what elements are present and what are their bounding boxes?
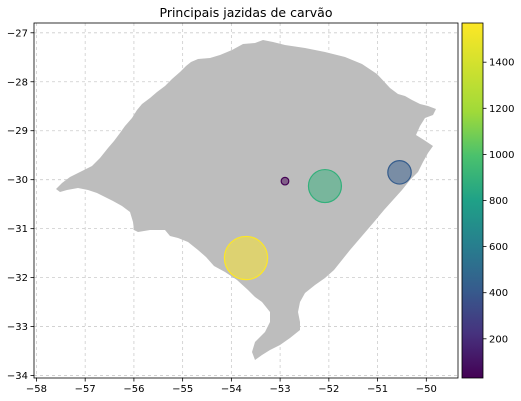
y-tick-label: −32 bbox=[7, 273, 28, 284]
x-tick-label: −57 bbox=[75, 384, 96, 395]
plot-area: −58 −57 −56 −55 −54 −53 −52 −51 −50 −34 −33 −32 −31… bbox=[7, 22, 459, 395]
colorbar-gradient bbox=[461, 22, 484, 379]
data-points bbox=[223, 160, 412, 281]
x-tick-label: −55 bbox=[172, 384, 193, 395]
y-tick-label: −28 bbox=[7, 77, 28, 88]
colorbar-tick-label: 400 bbox=[489, 288, 508, 299]
colorbar-tick-label: 200 bbox=[489, 334, 508, 345]
colorbar-tick-label: 1000 bbox=[489, 150, 514, 161]
y-tick-label: −30 bbox=[7, 175, 28, 186]
y-tick-label: −27 bbox=[7, 28, 28, 39]
coal-deposit-point bbox=[307, 168, 343, 204]
x-tick-label: −54 bbox=[221, 384, 242, 395]
coal-deposit-point bbox=[280, 176, 290, 186]
coal-deposit-point bbox=[387, 160, 412, 185]
colorbar-tick-label: 1200 bbox=[489, 104, 514, 115]
x-axis: −58 −57 −56 −55 −54 −53 −52 −51 −50 bbox=[26, 378, 437, 395]
x-tick-label: −53 bbox=[270, 384, 291, 395]
map-region bbox=[56, 40, 436, 360]
y-tick-label: −33 bbox=[7, 322, 28, 333]
grid bbox=[34, 23, 458, 378]
plot-frame bbox=[33, 22, 459, 379]
colorbar-tick-label: 1400 bbox=[489, 58, 514, 69]
y-tick-label: −29 bbox=[7, 126, 28, 137]
y-tick-label: −34 bbox=[7, 371, 28, 382]
x-tick-label: −50 bbox=[416, 384, 437, 395]
colorbar: 200 400 600 800 1000 1200 1400 bbox=[461, 22, 514, 379]
y-axis: −34 −33 −32 −31 −30 −29 −28 −27 bbox=[7, 28, 34, 382]
colorbar-ticks: 200 400 600 800 1000 1200 1400 bbox=[483, 58, 514, 345]
y-tick-label: −31 bbox=[7, 224, 28, 235]
coal-deposit-point bbox=[223, 235, 269, 281]
colorbar-tick-label: 600 bbox=[489, 242, 508, 253]
x-tick-label: −58 bbox=[26, 384, 47, 395]
x-tick-label: −52 bbox=[318, 384, 339, 395]
chart-title: Principais jazidas de carvão bbox=[160, 5, 333, 20]
x-tick-label: −56 bbox=[123, 384, 144, 395]
x-tick-label: −51 bbox=[367, 384, 388, 395]
colorbar-tick-label: 800 bbox=[489, 196, 508, 207]
